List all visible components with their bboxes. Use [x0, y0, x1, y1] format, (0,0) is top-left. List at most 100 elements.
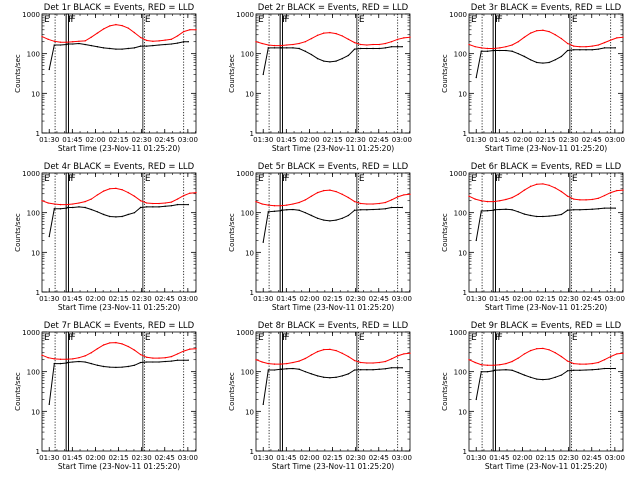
- events-data-point: [585, 369, 587, 371]
- lld-data-point: [372, 362, 374, 364]
- panel-title: Det 5r BLACK = Events, RED = LLD: [258, 162, 409, 172]
- events-data-point: [292, 47, 294, 49]
- flag-label: E: [471, 333, 477, 343]
- lld-data-point: [384, 360, 387, 363]
- events-data-point: [164, 360, 166, 363]
- events-data-point: [511, 50, 513, 52]
- x-axis-label: Start Time (23-Nov-11 01:25:20): [485, 144, 607, 153]
- events-data-point: [505, 49, 507, 52]
- events-data-point: [566, 370, 569, 372]
- events-data-point: [310, 373, 313, 375]
- lld-data-point: [164, 356, 166, 359]
- x-tick-label: 01:45: [489, 295, 509, 303]
- lld-data-point: [182, 30, 185, 33]
- events-data-point: [360, 47, 362, 50]
- fsx-interval-box: [279, 172, 283, 293]
- lld-data-point: [109, 342, 111, 344]
- events-data-point: [78, 360, 80, 363]
- lld-data-point: [279, 44, 282, 47]
- events-data-point: [566, 49, 569, 52]
- events-data-point: [499, 49, 501, 52]
- events-data-point: [609, 207, 612, 209]
- y-tick-label: 100: [27, 369, 40, 377]
- events-data-point: [170, 43, 173, 45]
- flag-label: F: [497, 15, 502, 25]
- lld-data-point: [304, 41, 306, 43]
- lld-data-point: [360, 361, 362, 364]
- events-data-point: [298, 368, 300, 370]
- lld-data-point: [41, 354, 43, 356]
- events-data-point: [597, 208, 600, 210]
- events-data-point: [262, 73, 264, 76]
- events-data-point: [511, 369, 513, 372]
- lld-data-point: [90, 198, 92, 200]
- flag-label: E: [471, 15, 477, 25]
- x-tick-label: 02:15: [108, 454, 128, 462]
- lld-data-point: [560, 355, 563, 358]
- events-data-point: [176, 203, 179, 206]
- events-data-point: [401, 45, 403, 48]
- lld-data-point: [536, 183, 538, 185]
- events-data-point: [286, 47, 288, 49]
- events-data-point: [529, 214, 532, 217]
- x-tick-label: 01:30: [253, 295, 273, 303]
- lld-data-point: [579, 199, 581, 201]
- events-data-point: [384, 368, 387, 370]
- events-data-point: [48, 403, 50, 406]
- events-data-point: [390, 367, 393, 369]
- lld-data-point: [468, 359, 470, 361]
- x-tick-label: 01:30: [253, 136, 273, 144]
- events-data-point: [323, 219, 325, 221]
- events-data-point: [347, 54, 350, 57]
- events-data-point: [505, 369, 507, 371]
- events-data-point: [109, 215, 111, 218]
- lld-data-point: [616, 37, 618, 39]
- events-data-point: [554, 59, 556, 61]
- lld-series-line: [468, 347, 624, 366]
- events-data-point: [280, 368, 283, 370]
- x-tick-label: 01:30: [466, 295, 486, 303]
- lld-data-point: [499, 200, 501, 202]
- events-data-point: [139, 45, 142, 47]
- lld-data-point: [59, 203, 62, 206]
- y-tick-label: 1: [463, 448, 467, 456]
- events-data-point: [579, 209, 581, 211]
- events-data-point: [517, 211, 519, 213]
- flag-label: E: [572, 15, 578, 25]
- events-data-point: [262, 403, 264, 406]
- lld-data-point: [316, 191, 319, 194]
- lld-series-line: [255, 32, 411, 47]
- x-tick-label: 02:00: [85, 454, 105, 462]
- y-tick-label: 1000: [236, 329, 254, 337]
- lld-data-point: [47, 38, 49, 41]
- events-data-point: [59, 208, 62, 210]
- events-data-point: [96, 211, 99, 213]
- x-tick-label: 01:45: [62, 454, 82, 462]
- events-data-point: [133, 211, 136, 214]
- lld-data-point: [72, 41, 74, 43]
- flag-label: E: [258, 333, 264, 343]
- lld-data-point: [109, 188, 111, 190]
- y-tick-label: 1000: [22, 329, 40, 337]
- lld-data-point: [189, 29, 191, 31]
- lld-data-point: [189, 192, 191, 194]
- x-tick-label: 02:15: [535, 136, 555, 144]
- y-tick-label: 1: [250, 130, 254, 138]
- events-data-point: [366, 47, 368, 50]
- events-data-point: [329, 220, 331, 222]
- lld-data-point: [72, 358, 74, 360]
- events-data-point: [384, 47, 387, 49]
- panel-title: Det 4r BLACK = Events, RED = LLD: [44, 162, 195, 172]
- x-axis-label: Start Time (23-Nov-11 01:25:20): [58, 303, 180, 312]
- lld-data-point: [341, 352, 343, 355]
- events-data-point: [396, 206, 399, 209]
- lld-data-point: [378, 202, 380, 205]
- lld-data-point: [523, 189, 526, 191]
- lld-data-point: [109, 25, 111, 27]
- y-tick-label: 100: [454, 210, 467, 218]
- events-data-point: [372, 369, 374, 371]
- lld-data-point: [622, 189, 624, 191]
- events-data-point: [152, 206, 154, 208]
- events-data-point: [335, 60, 337, 62]
- lld-data-point: [121, 24, 123, 27]
